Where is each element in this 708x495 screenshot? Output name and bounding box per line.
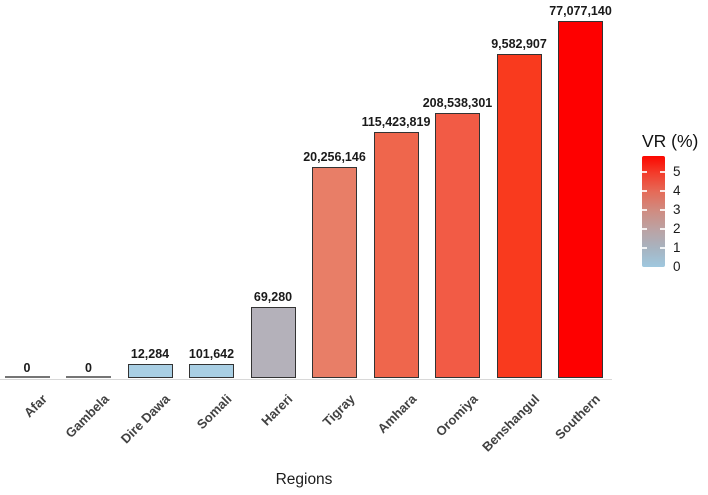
legend-tick-2: 2 xyxy=(673,221,681,236)
legend-tick-mark xyxy=(660,190,665,192)
x-axis-line xyxy=(0,379,612,380)
bar-value-label-benshangul: 9,582,907 xyxy=(491,37,547,51)
bar-hareri xyxy=(250,307,296,378)
bar-value-label-southern: 77,077,140 xyxy=(549,4,612,18)
x-tick-label-oromiya: Oromiya xyxy=(432,391,481,440)
x-tick-label-dire-dawa: Dire Dawa xyxy=(117,391,173,447)
legend-tick-mark xyxy=(642,190,647,192)
x-tick-label-tigray: Tigray xyxy=(319,391,358,430)
legend-tick-mark xyxy=(660,228,665,230)
bar-somali xyxy=(189,364,234,378)
bar-tigray xyxy=(312,167,357,378)
legend-tick-mark xyxy=(660,171,665,173)
legend-tick-mark xyxy=(660,247,665,249)
legend-tick-mark xyxy=(660,209,665,211)
legend-tick-5: 5 xyxy=(673,164,681,179)
bar-dire-dawa xyxy=(127,364,173,378)
x-tick-label-amhara: Amhara xyxy=(374,391,419,437)
x-tick-label-afar: Afar xyxy=(20,391,50,421)
bar-value-label-gambela: 0 xyxy=(85,361,92,375)
bar-amhara xyxy=(373,132,419,378)
legend-tick-mark xyxy=(642,209,647,211)
bar-afar xyxy=(4,376,50,378)
legend-title: VR (%) xyxy=(642,131,699,151)
x-tick-label-hareri: Hareri xyxy=(258,391,296,429)
x-tick-label-somali: Somali xyxy=(193,391,235,433)
x-tick-label-gambela: Gambela xyxy=(61,391,112,441)
bar-value-label-afar: 0 xyxy=(23,361,31,375)
x-tick-label-benshangul: Benshangul xyxy=(478,391,542,455)
bar-value-label-tigray: 20,256,146 xyxy=(303,150,366,164)
bar-value-label-dire-dawa: 12,284 xyxy=(130,347,170,361)
legend-gradient-bar xyxy=(642,156,665,267)
legend-tick-4: 4 xyxy=(673,183,681,198)
legend-tick-1: 1 xyxy=(673,240,681,255)
legend-tick-0: 0 xyxy=(673,259,681,274)
legend-tick-3: 3 xyxy=(673,202,681,217)
bar-value-label-hareri: 69,280 xyxy=(253,290,293,304)
bar-benshangul xyxy=(496,54,542,378)
x-tick-label-southern: Southern xyxy=(552,391,604,443)
bar-gambela xyxy=(66,376,111,378)
legend-tick-mark xyxy=(642,247,647,249)
x-axis-title: Regions xyxy=(275,471,333,488)
bar-value-label-amhara: 115,423,819 xyxy=(361,115,431,129)
legend-tick-mark xyxy=(642,228,647,230)
bar-value-label-oromiya: 208,538,301 xyxy=(422,96,493,110)
bar-oromiya xyxy=(435,113,480,378)
bar-southern xyxy=(558,21,603,378)
legend-tick-mark xyxy=(642,171,647,173)
bar-value-label-somali: 101,642 xyxy=(188,347,235,361)
